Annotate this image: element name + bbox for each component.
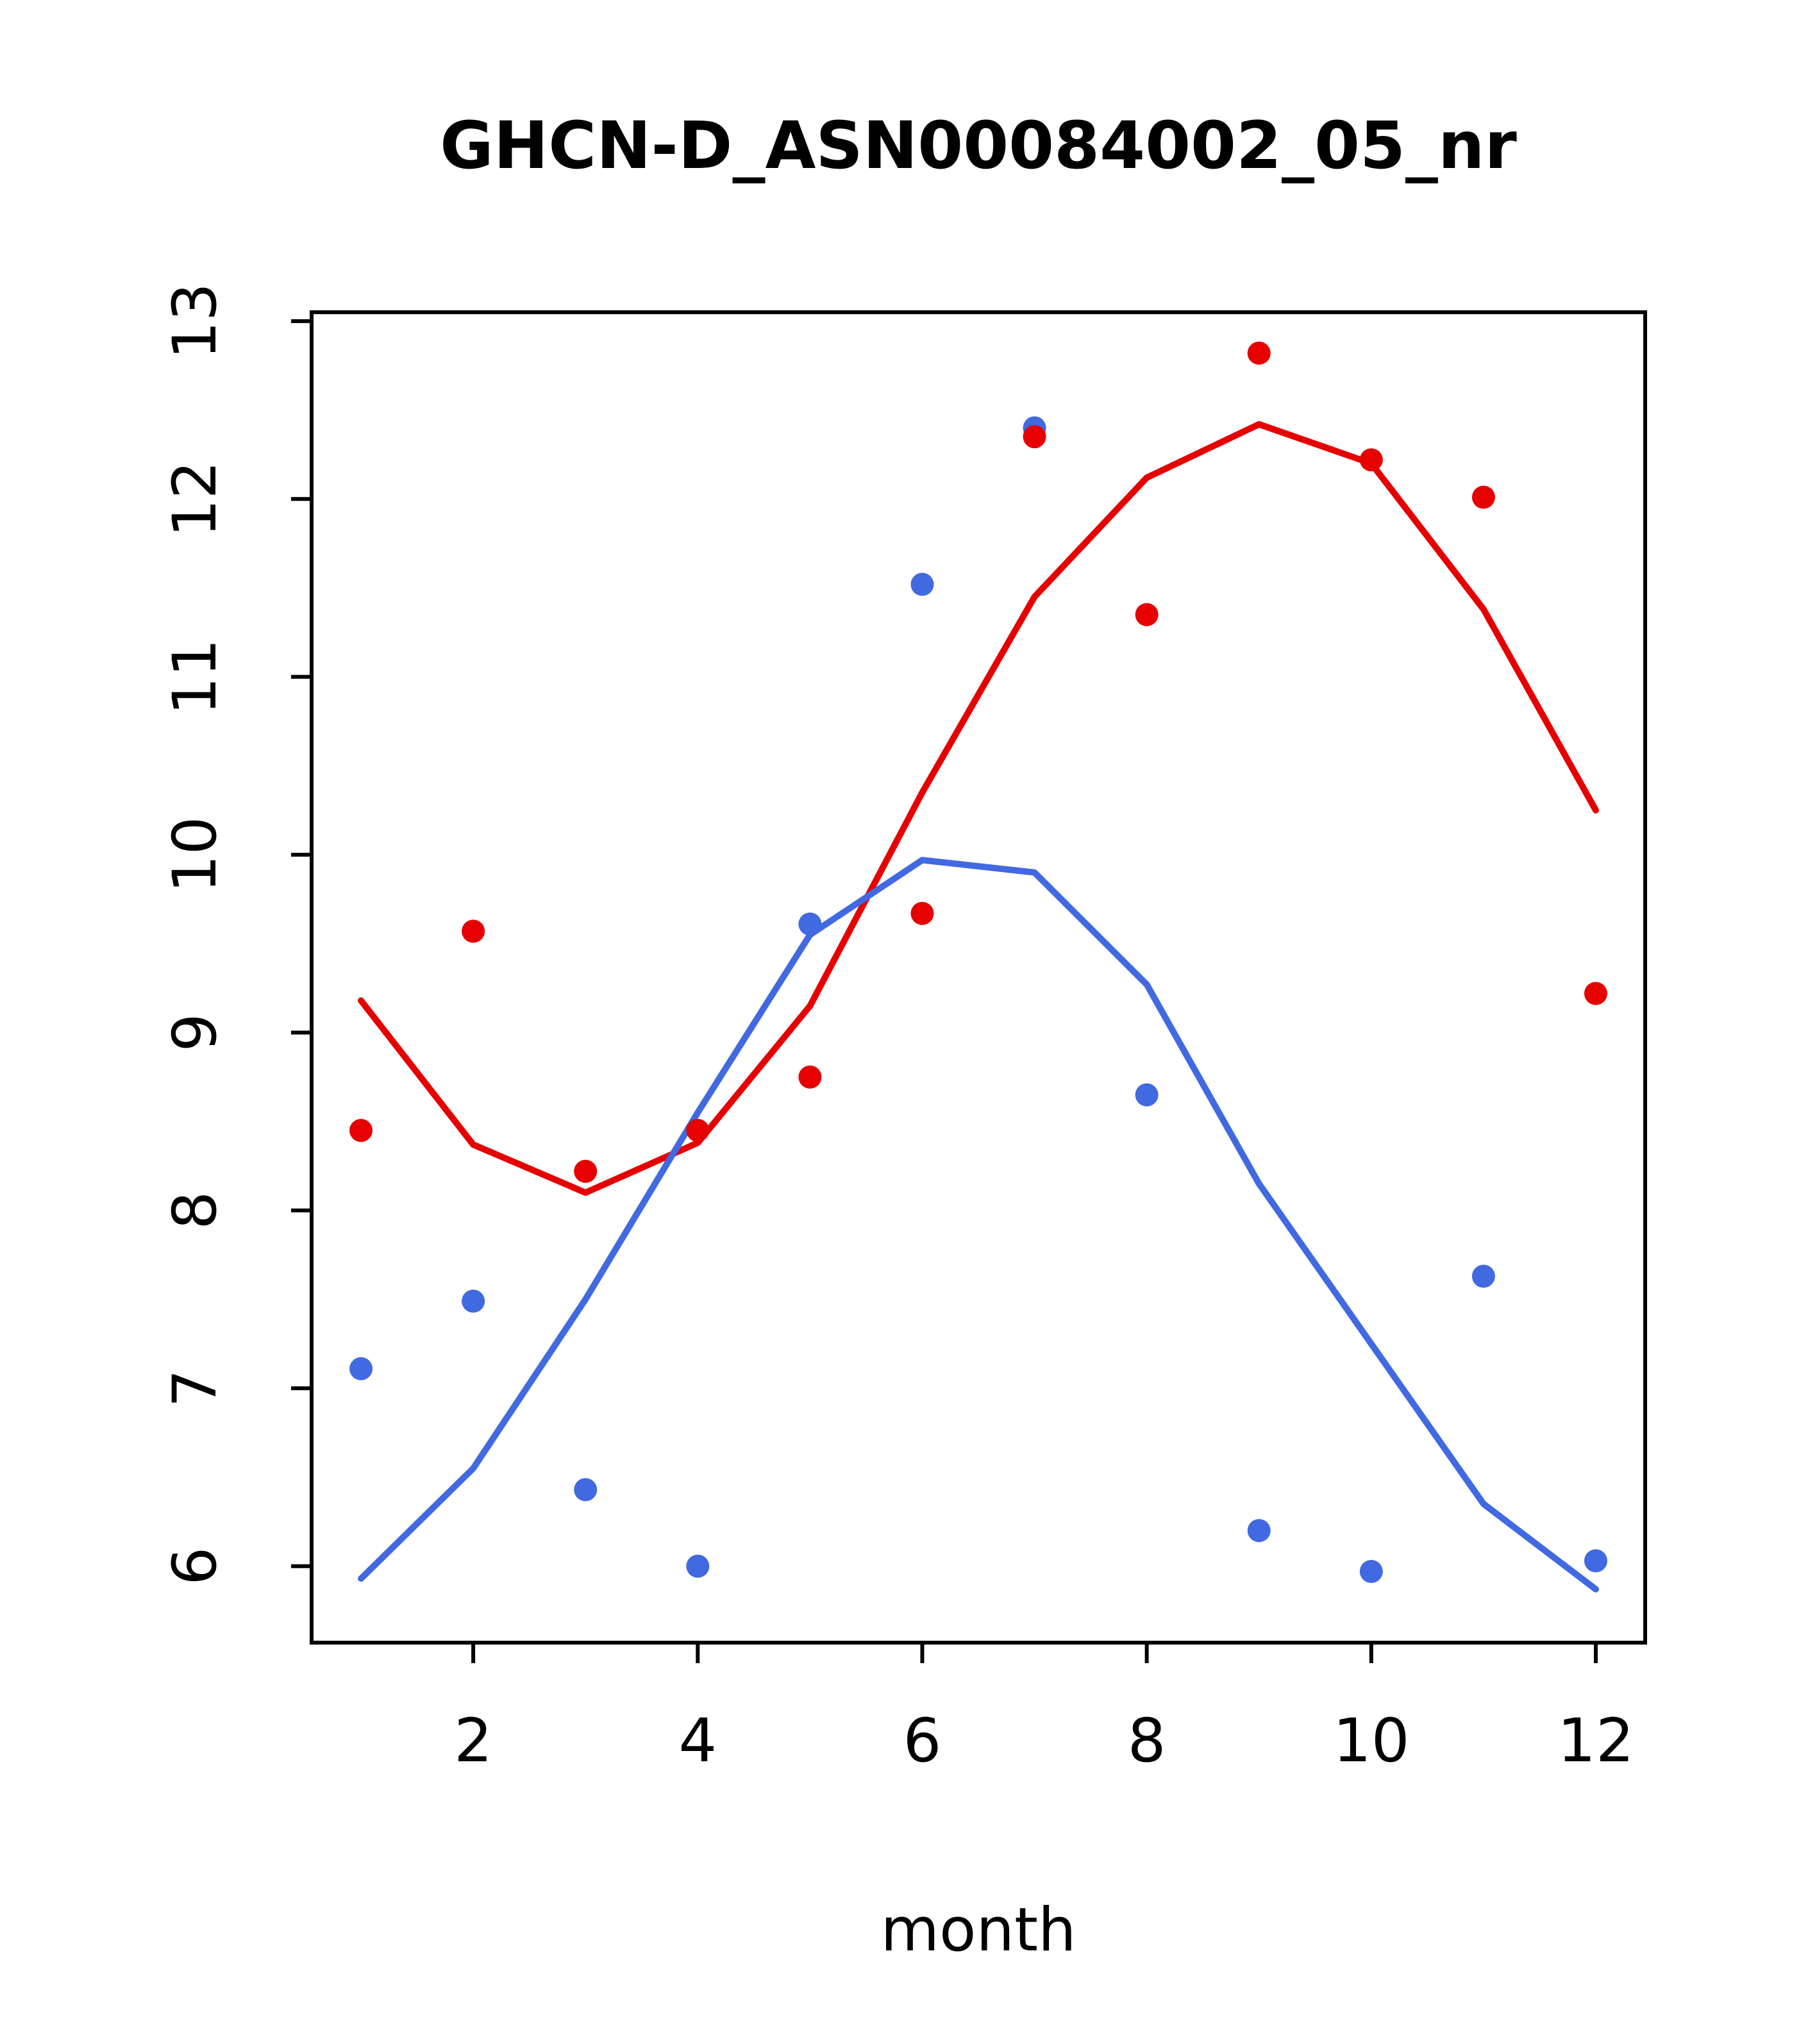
- red-line: [358, 421, 1599, 1196]
- blue-points-marker: [910, 573, 934, 596]
- red-points-marker: [1359, 448, 1383, 472]
- y-axis: 6 7 8 9 10 11 12 13: [160, 283, 312, 1586]
- y-tick-label: 13: [160, 283, 230, 360]
- blue-points-marker: [349, 1357, 373, 1380]
- blue-points-marker: [1359, 1560, 1383, 1584]
- y-tick-label: 8: [160, 1191, 230, 1230]
- red-points-marker: [798, 1065, 822, 1089]
- red-points-marker: [1247, 341, 1271, 365]
- x-tick-label: 4: [678, 1706, 717, 1776]
- red-points-marker: [1471, 485, 1495, 509]
- x-tick-label: 6: [903, 1706, 942, 1776]
- blue-points-marker: [462, 1289, 485, 1313]
- blue-line: [358, 857, 1599, 1593]
- blue-points-marker: [1247, 1519, 1271, 1543]
- red-points-marker: [574, 1159, 598, 1183]
- plot-box: [310, 310, 1647, 1645]
- red-points-marker: [349, 1119, 373, 1143]
- y-tick-label: 10: [160, 816, 230, 893]
- chart-title: GHCN-D_ASN00084002_05_nr: [440, 108, 1517, 184]
- blue-points-marker: [1584, 1549, 1607, 1573]
- red-points-marker: [686, 1119, 710, 1143]
- blue-points-marker: [1135, 1083, 1159, 1107]
- blue-points-marker: [798, 912, 822, 936]
- x-axis: 2 4 6 8 10 12: [454, 1643, 1634, 1776]
- x-tick-label: 2: [454, 1706, 492, 1776]
- red-points-marker: [910, 901, 934, 925]
- red-points-marker: [1135, 603, 1159, 626]
- red-points-marker: [1584, 982, 1607, 1005]
- y-tick-label: 7: [160, 1369, 230, 1407]
- y-tick-label: 9: [160, 1014, 230, 1052]
- y-tick-label: 11: [160, 639, 230, 716]
- x-tick-label: 8: [1128, 1706, 1166, 1776]
- blue-points-marker: [1471, 1264, 1495, 1288]
- y-tick-label: 12: [160, 460, 230, 537]
- x-axis-label: month: [880, 1895, 1076, 1965]
- blue-points-marker: [686, 1554, 710, 1578]
- series-layer: [349, 341, 1607, 1593]
- red-points-marker: [1023, 425, 1046, 449]
- x-tick-label: 10: [1333, 1706, 1410, 1776]
- x-tick-label: 12: [1557, 1706, 1634, 1776]
- y-tick-label: 6: [160, 1547, 230, 1586]
- blue-points-marker: [574, 1478, 598, 1502]
- red-points-marker: [462, 919, 485, 943]
